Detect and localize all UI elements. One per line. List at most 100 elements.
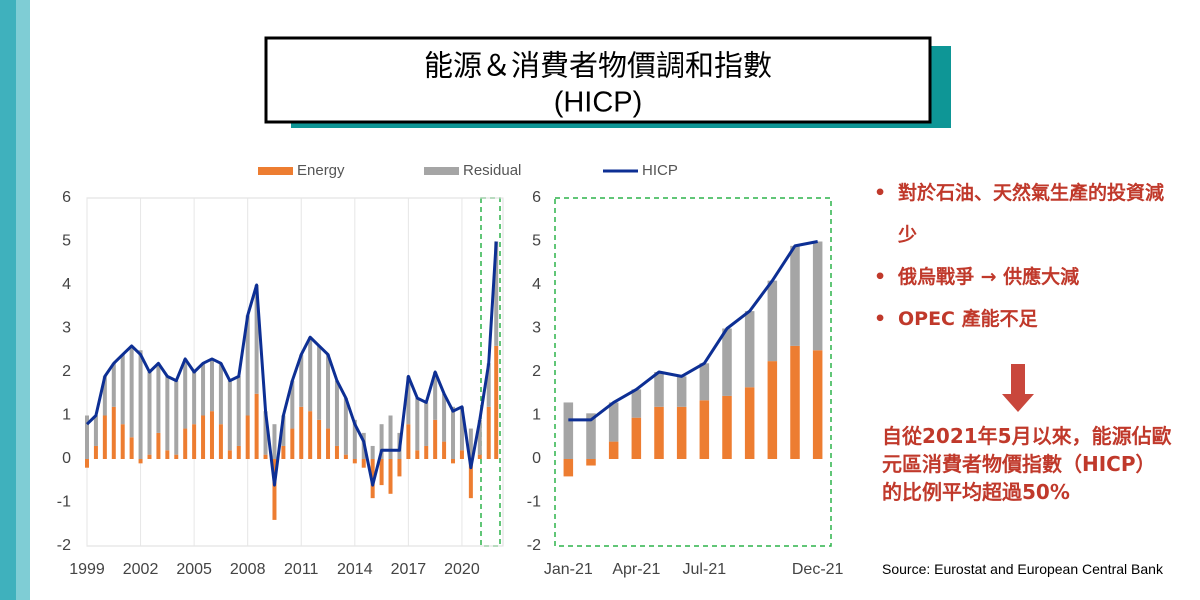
- bar: [343, 398, 348, 455]
- bar: [317, 345, 322, 420]
- bar: [165, 376, 170, 451]
- bar: [676, 376, 687, 407]
- bar: [654, 372, 664, 407]
- bar: [93, 415, 98, 446]
- x-tick-label: 2002: [123, 561, 159, 578]
- bar: [388, 459, 393, 494]
- bar: [722, 328, 732, 396]
- x-tick-label: Jul-21: [683, 561, 727, 578]
- bar: [129, 437, 134, 459]
- bullet-list: 對於石油、天然氣生產的投資減少 俄烏戰爭 → 供應大減 OPEC 產能不足: [874, 172, 1174, 340]
- bar: [299, 354, 304, 407]
- bar: [468, 459, 473, 499]
- hicp-line: [85, 241, 498, 487]
- y-tick-label: 6: [532, 189, 541, 206]
- bar: [415, 450, 420, 459]
- x-tick-label: 2005: [176, 561, 212, 578]
- bar: [183, 358, 188, 429]
- y-tick-label: -2: [57, 537, 71, 554]
- bar: [563, 402, 574, 459]
- bar: [281, 415, 286, 446]
- bar: [352, 419, 357, 459]
- bar: [165, 450, 170, 459]
- bar: [209, 358, 214, 412]
- bar: [586, 413, 596, 459]
- title: (HICP): [554, 87, 643, 119]
- bar: [494, 241, 499, 346]
- bar: [397, 459, 402, 477]
- y-tick-label: 4: [532, 276, 541, 293]
- title-box: [264, 36, 932, 124]
- bar: [263, 411, 268, 455]
- bar: [201, 363, 206, 416]
- bar: [138, 350, 143, 459]
- y-tick-label: 2: [532, 363, 541, 380]
- bar: [120, 424, 125, 459]
- x-tick-label: 2008: [230, 561, 266, 578]
- side-strip: [0, 0, 16, 600]
- bar: [245, 415, 250, 459]
- bar: [290, 428, 295, 459]
- bar: [254, 393, 259, 459]
- x-tick-label: 2014: [337, 561, 373, 578]
- bar: [201, 415, 206, 459]
- bar: [93, 445, 98, 459]
- bar: [272, 424, 277, 459]
- bar: [608, 402, 619, 442]
- bar: [138, 459, 143, 464]
- bullet: 對於石油、天然氣生產的投資減少: [874, 172, 1168, 256]
- y-tick-label: 3: [62, 320, 71, 337]
- bar: [85, 415, 89, 459]
- bar: [227, 450, 232, 459]
- bar: [218, 363, 223, 425]
- bar: [608, 441, 619, 459]
- bar: [424, 445, 429, 459]
- legend-swatch: [424, 167, 459, 175]
- bar: [424, 402, 429, 446]
- y-tick-label: 3: [532, 320, 541, 337]
- y-tick-label: 2: [62, 363, 71, 380]
- note: 自從2021年5月以來，能源佔歐元區消費者物價指數（HICP）的比例平均超過50…: [882, 424, 1172, 504]
- bar: [263, 454, 268, 459]
- bar: [406, 424, 411, 459]
- bar: [334, 445, 339, 459]
- bar: [722, 395, 732, 459]
- bar: [486, 363, 491, 407]
- bar: [676, 406, 687, 459]
- bar: [174, 454, 179, 459]
- legend-swatch: [258, 167, 293, 175]
- y-tick-label: 5: [532, 233, 541, 250]
- bar: [236, 445, 241, 459]
- bar: [370, 445, 375, 459]
- title: 能源＆消費者物價調和指數: [424, 50, 772, 83]
- y-tick-label: 6: [62, 189, 71, 206]
- bar: [218, 424, 223, 459]
- x-tick-label: Apr-21: [612, 561, 660, 578]
- bar: [379, 459, 384, 486]
- bar: [174, 380, 179, 455]
- bar: [406, 376, 411, 425]
- y-tick-label: 0: [532, 450, 541, 467]
- bar: [744, 387, 755, 459]
- bar: [183, 428, 188, 459]
- y-tick-label: 1: [532, 407, 541, 424]
- bar: [352, 459, 357, 464]
- bar: [586, 459, 596, 466]
- y-tick-label: -1: [527, 494, 541, 511]
- side-strip: [16, 0, 30, 600]
- bar: [290, 380, 295, 429]
- bar: [459, 450, 464, 459]
- bar: [85, 459, 89, 468]
- x-tick-label: 2020: [444, 561, 480, 578]
- bar: [767, 361, 778, 459]
- bar: [147, 454, 152, 459]
- legend-label: HICP: [642, 162, 678, 179]
- bar: [272, 459, 277, 520]
- bar: [631, 389, 642, 418]
- bar: [442, 393, 447, 442]
- bullet: 俄烏戰爭 → 供應大減: [874, 256, 1174, 298]
- y-tick-label: -1: [57, 494, 71, 511]
- bar: [111, 363, 116, 407]
- bar: [308, 411, 313, 459]
